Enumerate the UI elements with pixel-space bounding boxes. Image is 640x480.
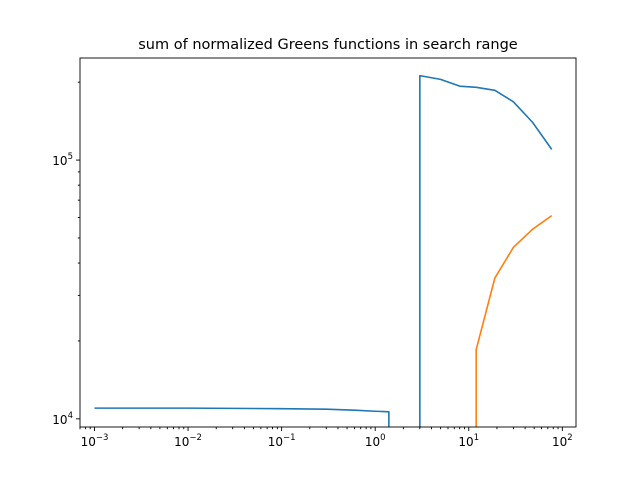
x-tick-label-1: 10−2: [174, 433, 202, 449]
x-tick-label-2: 10−1: [268, 433, 296, 449]
y-tick-label-1: 105: [52, 152, 73, 168]
y-axis: 104 105: [52, 81, 80, 427]
series-0-segment-0: [94, 407, 390, 427]
series-layer: [94, 74, 553, 427]
x-axis: 10−3 10−2 10−1 100 101 102: [79, 427, 573, 449]
axes-frame: [79, 57, 577, 428]
x-tick-label-3: 100: [365, 433, 386, 449]
x-tick-label-5: 102: [552, 433, 573, 449]
series-1-segment-0: [475, 214, 553, 427]
chart-title: sum of normalized Greens functions in se…: [138, 37, 518, 53]
series-0-segment-1: [419, 74, 553, 427]
y-tick-label-0: 104: [52, 411, 73, 427]
x-tick-label-0: 10−3: [81, 433, 109, 449]
x-tick-label-4: 101: [458, 433, 479, 449]
